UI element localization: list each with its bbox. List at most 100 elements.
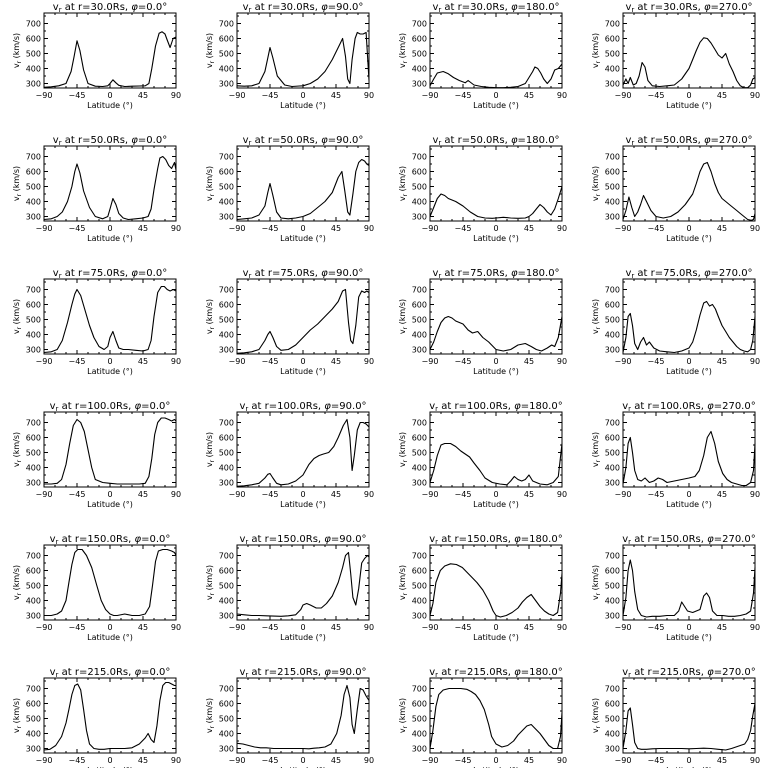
y-tick-label: 500 [26, 316, 41, 325]
title-var: v [622, 401, 628, 412]
title-var: v [239, 401, 245, 412]
series-line-vr [622, 300, 756, 354]
x-tick-label: −90 [229, 91, 246, 100]
y-tick-label: 500 [412, 316, 427, 325]
y-tick-label: 600 [219, 567, 234, 576]
x-tick-label: −90 [229, 357, 246, 366]
y-axis-label: vr (km/s) [591, 698, 602, 733]
x-tick-label: −45 [262, 91, 279, 100]
x-tick-label: −45 [262, 623, 279, 632]
x-tick-label: −90 [422, 91, 439, 100]
y-tick-label: 700 [26, 419, 41, 428]
chart-panel-18: vr at r=150.0Rs, φ=180.0° −90 −45 0 45 90 300 4… [398, 534, 567, 642]
y-axis-label: vr (km/s) [12, 432, 23, 467]
y-tick-label: 700 [412, 20, 427, 29]
x-tick-label: 0 [686, 623, 691, 632]
y-tick-label: 500 [26, 449, 41, 458]
y-tick-label: 500 [605, 715, 620, 724]
y-tick-label: 700 [605, 552, 620, 561]
x-tick-label: 45 [138, 490, 148, 499]
y-axis-label: vr (km/s) [591, 565, 602, 600]
series-line-vr [236, 288, 370, 354]
y-tick-label: 700 [412, 286, 427, 295]
chart-title: vr at r=50.0Rs, φ=180.0° [432, 135, 559, 147]
chart-panel-20: vr at r=215.0Rs, φ=0.0° −90 −45 0 45 90 300 400… [12, 667, 181, 768]
x-tick-label: −45 [455, 91, 472, 100]
title-var: v [243, 2, 249, 13]
title-var: v [432, 2, 438, 13]
x-tick-label: −90 [36, 756, 53, 765]
series-line-vr [622, 161, 756, 221]
x-tick-label: 90 [750, 357, 760, 366]
chart-title: vr at r=50.0Rs, φ=90.0° [243, 135, 364, 147]
chart-panel-10: vr at r=75.0Rs, φ=180.0° −90 −45 0 45 90 300 40… [398, 268, 567, 376]
x-tick-label: 45 [138, 756, 148, 765]
y-tick-label: 400 [412, 331, 427, 340]
y-tick-label: 400 [219, 331, 234, 340]
x-tick-label: 0 [300, 224, 305, 233]
plot-frame [43, 278, 177, 355]
x-tick-label: −45 [69, 623, 86, 632]
y-tick-label: 700 [219, 20, 234, 29]
chart-panel-9: vr at r=75.0Rs, φ=90.0° −90 −45 0 45 90 300 400… [205, 268, 374, 376]
x-axis-label: Latitude (°) [280, 766, 326, 768]
y-tick-label: 400 [412, 464, 427, 473]
plot-frame [429, 278, 563, 355]
x-tick-label: 90 [171, 224, 181, 233]
y-tick-label: 700 [605, 286, 620, 295]
x-tick-label: −90 [36, 623, 53, 632]
y-tick-label: 300 [26, 612, 41, 621]
y-tick-label: 300 [219, 213, 234, 222]
x-axis-label: Latitude (°) [473, 766, 519, 768]
title-var: v [625, 2, 631, 13]
chart-title: vr at r=30.0Rs, φ=90.0° [243, 2, 364, 14]
y-tick-label: 400 [605, 597, 620, 606]
chart-panel-17: vr at r=150.0Rs, φ=90.0° −90 −45 0 45 90 300 40… [205, 534, 374, 642]
y-tick-label: 600 [412, 434, 427, 443]
x-axis-label: Latitude (°) [666, 766, 712, 768]
x-tick-label: 0 [107, 490, 112, 499]
chart-panel-13: vr at r=100.0Rs, φ=90.0° −90 −45 0 45 90 300 40… [205, 401, 374, 509]
y-tick-label: 700 [412, 552, 427, 561]
y-tick-label: 400 [26, 597, 41, 606]
x-tick-label: 0 [300, 91, 305, 100]
y-tick-label: 300 [412, 213, 427, 222]
y-tick-label: 300 [605, 213, 620, 222]
y-tick-label: 600 [605, 567, 620, 576]
x-tick-label: 90 [750, 224, 760, 233]
y-axis-label: vr (km/s) [205, 432, 216, 467]
chart-panel-3: vr at r=30.0Rs, φ=270.0° −90 −45 0 45 90 300 40… [591, 2, 760, 110]
y-tick-label: 300 [219, 745, 234, 754]
chart-title: vr at r=100.0Rs, φ=0.0° [50, 401, 171, 413]
x-tick-label: −45 [455, 490, 472, 499]
x-tick-label: 0 [493, 490, 498, 499]
x-tick-label: −90 [615, 490, 632, 499]
y-tick-label: 400 [412, 597, 427, 606]
x-tick-label: −90 [422, 490, 439, 499]
y-tick-label: 400 [412, 730, 427, 739]
series-line-vr [236, 158, 370, 221]
x-tick-label: 0 [493, 623, 498, 632]
title-var: v [625, 135, 631, 146]
x-tick-label: −90 [422, 756, 439, 765]
x-tick-label: 90 [557, 224, 567, 233]
x-tick-label: 0 [493, 357, 498, 366]
y-tick-label: 400 [605, 331, 620, 340]
x-tick-label: 90 [557, 357, 567, 366]
y-tick-label: 400 [605, 730, 620, 739]
x-tick-label: −45 [455, 357, 472, 366]
chart-title: vr at r=215.0Rs, φ=270.0° [622, 667, 755, 679]
x-tick-label: −90 [36, 224, 53, 233]
y-tick-label: 500 [605, 183, 620, 192]
series-line-vr [429, 315, 563, 352]
y-tick-label: 500 [219, 715, 234, 724]
series-line-vr [622, 703, 756, 751]
x-tick-label: −45 [455, 756, 472, 765]
x-tick-label: −90 [615, 224, 632, 233]
x-tick-label: −45 [262, 357, 279, 366]
x-tick-label: −45 [648, 623, 665, 632]
series-line-vr [429, 687, 563, 750]
x-tick-label: 90 [557, 756, 567, 765]
chart-title: vr at r=75.0Rs, φ=180.0° [432, 268, 559, 280]
